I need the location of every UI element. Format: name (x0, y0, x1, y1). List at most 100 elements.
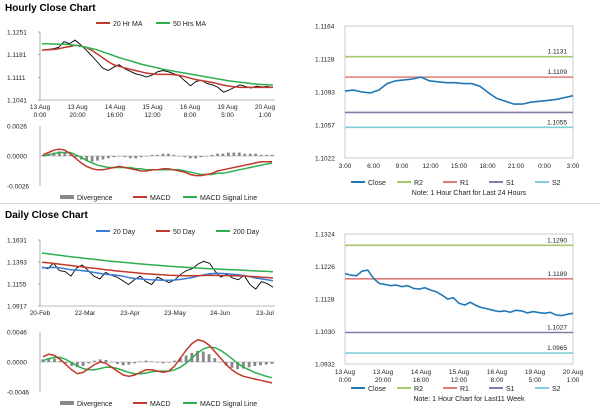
x-tick-label: 13 Aug 20:00 (373, 369, 394, 384)
x-tick-label: 19 Aug 5:00 (525, 369, 546, 384)
y-tick-label: -0.0046 (7, 390, 29, 397)
divergence-bar (93, 360, 96, 362)
divergence-bar (264, 362, 268, 365)
legend-label-r2: R2 (414, 386, 423, 393)
y-tick-label: 1.1041 (7, 98, 27, 105)
y-tick-label: 0.0000 (7, 154, 27, 161)
hourly-price-chart: 20 Hr MA 50 Hrs MA 1.1251 1.1181 1.1111 1.104… (7, 21, 276, 119)
close-line (344, 269, 574, 317)
divergence-bar (156, 154, 159, 156)
divergence-bar (172, 154, 176, 156)
y-tick-label: 1.1022 (315, 156, 335, 163)
series-line-20-day (42, 266, 274, 282)
legend-label-divergence: Divergence (77, 195, 113, 202)
divergence-bar (112, 156, 116, 158)
y-tick-label: 1.1324 (315, 232, 335, 239)
divergence-bar (173, 360, 177, 362)
legend-label-macd: MACD (150, 195, 171, 202)
x-tick-label: 15 Aug 12:00 (142, 104, 163, 119)
y-tick-label: 1.1631 (7, 238, 27, 245)
y-tick-label: 0.0026 (7, 124, 27, 131)
x-tick-label: 18:00 (479, 163, 496, 170)
x-tick-label: 16 Aug 8:00 (180, 104, 201, 119)
divergence-bar (58, 360, 62, 362)
legend-swatch-divergence (60, 401, 74, 405)
divergence-bar (115, 362, 119, 364)
divergence-bar (219, 362, 222, 363)
y-tick-label: 1.1030 (315, 329, 335, 336)
divergence-bar (121, 362, 125, 366)
divergence-bar (110, 362, 114, 363)
divergence-bar (178, 358, 182, 362)
y-tick-label: -0.0026 (7, 184, 29, 191)
legend-label-50-hrs-ma: 50 Hrs MA (173, 21, 206, 28)
divergence-bar (213, 358, 217, 362)
divergence-bar (70, 362, 74, 366)
divergence-bar (53, 358, 56, 362)
x-tick-label: 14 Aug 16:00 (105, 104, 126, 119)
y-tick-label: 1.1164 (315, 24, 335, 31)
y-tick-label: 0.0000 (7, 360, 27, 367)
pivot-level-label-s2: 1.1055 (547, 119, 567, 126)
x-tick-label: 22-Mar (75, 310, 96, 317)
divergence-bar (183, 156, 187, 158)
daily-section-title: Daily Close Chart (5, 210, 88, 221)
divergence-bar (241, 362, 245, 369)
pivot-level-label-r1: 1.1109 (548, 69, 568, 76)
divergence-bar (167, 153, 170, 156)
divergence-bar (259, 154, 263, 156)
x-tick-label: 16 Aug 8:00 (487, 369, 508, 384)
macd-line (42, 148, 272, 177)
y-tick-label: 1.1393 (7, 260, 27, 267)
legend-label-s2: S2 (552, 386, 561, 393)
divergence-bar (57, 151, 61, 156)
legend-label-20-hr-ma: 20 Hr MA (113, 21, 143, 28)
divergence-bar (68, 154, 72, 156)
x-tick-label: 24-Jun (210, 310, 230, 317)
x-tick-label: 20-Feb (30, 310, 51, 317)
divergence-bar (254, 153, 258, 156)
legend-label-200-day: 200 Day (233, 229, 260, 236)
legend-swatch-divergence (60, 195, 74, 199)
pivot-note: Note: 1 Hour Chart for Last 24 Hours (412, 190, 527, 197)
y-tick-label: 1.0932 (315, 362, 335, 369)
x-tick-label: 23-Jul (256, 310, 274, 317)
divergence-bar (96, 156, 99, 161)
divergence-bar (134, 156, 138, 159)
x-tick-label: 13 Aug 20:00 (67, 104, 88, 119)
x-tick-label: 13 Aug 0:00 (335, 369, 356, 384)
legend-label-20-day: 20 Day (113, 229, 136, 236)
series-line-200-day (41, 252, 274, 273)
divergence-bar (161, 153, 165, 156)
divergence-bar (216, 153, 219, 156)
pivot-level-label-r2: 1.1131 (548, 49, 568, 56)
divergence-bar (227, 152, 230, 156)
y-tick-label: 1.1155 (7, 282, 27, 289)
divergence-bar (156, 362, 159, 363)
divergence-bar (210, 154, 214, 156)
divergence-bar (64, 362, 68, 364)
y-tick-label: 1.1181 (7, 52, 27, 59)
divergence-bar (247, 362, 251, 368)
divergence-bar (81, 362, 85, 366)
pivot-level-label-r1: 1.1189 (548, 271, 568, 278)
x-tick-label: 6:00 (367, 163, 380, 170)
pivot-note: Note: 1 Hour Chart for Last11 Week (413, 396, 525, 403)
x-tick-label: 3:00 (339, 163, 352, 170)
divergence-bar (107, 156, 110, 159)
divergence-bar (188, 156, 192, 159)
legend-label-50-day: 50 Day (173, 229, 196, 236)
x-tick-label: 23-May (164, 310, 186, 317)
pivot-level-label-s1: 1.1027 (547, 324, 567, 331)
divergence-bar (270, 362, 274, 364)
legend-label-r1: R1 (460, 180, 469, 187)
legend-label-close: Close (368, 386, 386, 393)
section-divider (0, 203, 600, 204)
y-tick-label: 0.0046 (7, 330, 27, 337)
divergence-bar (98, 359, 102, 362)
divergence-bar (150, 361, 154, 362)
daily-price-chart: 20 Day 50 Day 200 Day 1.1631 1.1393 1.1155 1.0… (7, 229, 275, 317)
x-tick-label: 15:00 (451, 163, 468, 170)
legend-label-s2: S2 (552, 180, 561, 187)
